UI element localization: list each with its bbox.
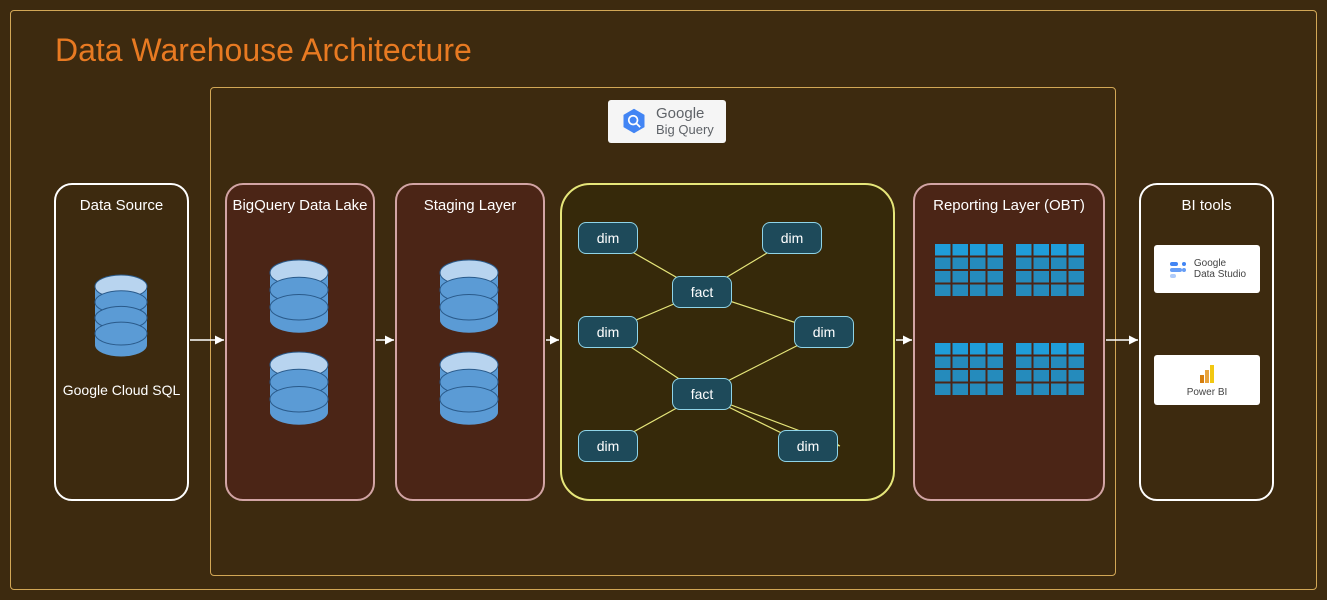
powerbi-icon <box>1198 363 1216 385</box>
bigquery-logo-text: Google Big Query <box>656 106 714 137</box>
panel-bi-tools: BI tools <box>1139 183 1274 501</box>
panel-title-bi: BI tools <box>1141 197 1272 214</box>
schema-node-fact1: fact <box>672 276 732 308</box>
schema-node-fact2: fact <box>672 378 732 410</box>
schema-node-dim6: dim <box>778 430 838 462</box>
gds-text: Google Data Studio <box>1194 258 1246 280</box>
diagram-title: Data Warehouse Architecture <box>55 32 472 69</box>
panel-title-staging: Staging Layer <box>397 197 543 214</box>
schema-node-dim1: dim <box>578 222 638 254</box>
pbi-text: Power BI <box>1187 387 1228 398</box>
schema-node-dim5: dim <box>578 430 638 462</box>
panel-data-lake: BigQuery Data Lake <box>225 183 375 501</box>
bigquery-logo: Google Big Query <box>608 100 726 143</box>
panel-title-reporting: Reporting Layer (OBT) <box>915 197 1103 214</box>
bigquery-hex-icon <box>620 107 648 135</box>
schema-node-dim4: dim <box>794 316 854 348</box>
bq-logo-line2: Big Query <box>656 123 714 137</box>
panel-title-data-source: Data Source <box>56 197 187 214</box>
gds-icon <box>1168 259 1188 279</box>
schema-node-dim3: dim <box>578 316 638 348</box>
panel-title-data-lake: BigQuery Data Lake <box>227 197 373 214</box>
schema-node-dim2: dim <box>762 222 822 254</box>
bi-tool-power-bi: Power BI <box>1154 355 1260 405</box>
bi-tool-google-data-studio: Google Data Studio <box>1154 245 1260 293</box>
panel-reporting: Reporting Layer (OBT) <box>913 183 1105 501</box>
panel-data-source: Data Source Google Cloud SQL <box>54 183 189 501</box>
bq-logo-line1: Google <box>656 106 714 123</box>
cloud-sql-label: Google Cloud SQL <box>56 382 187 398</box>
panel-staging: Staging Layer <box>395 183 545 501</box>
